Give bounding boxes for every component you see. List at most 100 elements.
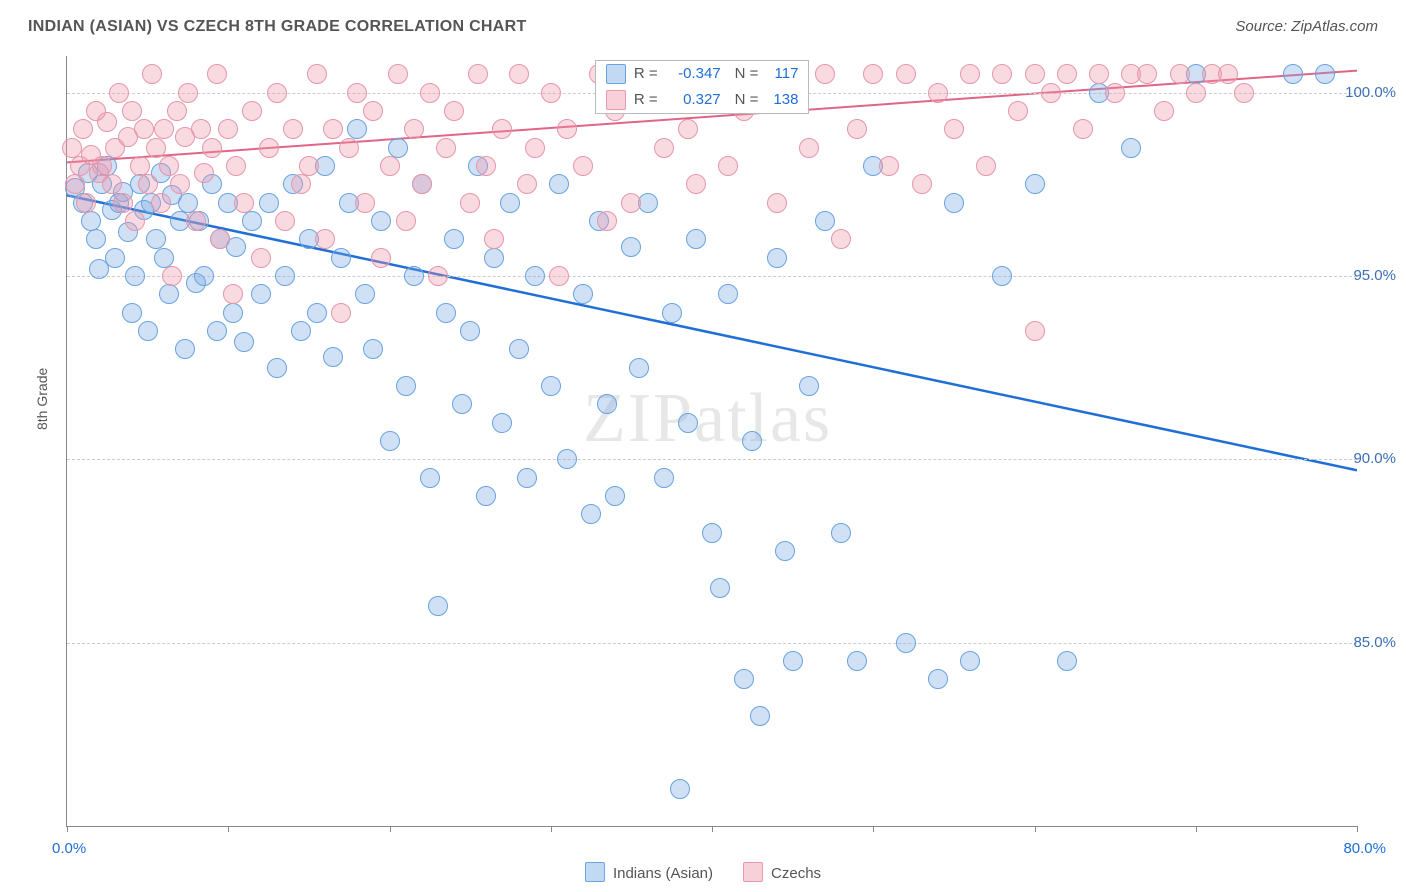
scatter-point	[355, 284, 375, 304]
scatter-point	[331, 303, 351, 323]
scatter-point	[154, 119, 174, 139]
x-tick	[67, 826, 68, 832]
legend-swatch	[743, 862, 763, 882]
scatter-point	[347, 119, 367, 139]
x-tick	[1035, 826, 1036, 832]
scatter-point	[1121, 138, 1141, 158]
scatter-point	[444, 229, 464, 249]
scatter-point	[549, 266, 569, 286]
scatter-point	[702, 523, 722, 543]
scatter-point	[734, 669, 754, 689]
scatter-point	[167, 101, 187, 121]
scatter-point	[109, 83, 129, 103]
x-tick	[712, 826, 713, 832]
legend-correlation-row: R =-0.347N =117	[596, 61, 809, 87]
scatter-point	[928, 669, 948, 689]
scatter-point	[500, 193, 520, 213]
scatter-point	[223, 284, 243, 304]
scatter-point	[194, 163, 214, 183]
n-value: 138	[766, 91, 798, 108]
scatter-point	[476, 486, 496, 506]
scatter-point	[207, 64, 227, 84]
scatter-point	[1170, 64, 1190, 84]
scatter-point	[605, 486, 625, 506]
scatter-point	[750, 706, 770, 726]
scatter-point	[331, 248, 351, 268]
scatter-point	[654, 138, 674, 158]
scatter-point	[517, 174, 537, 194]
scatter-point	[484, 248, 504, 268]
scatter-point	[122, 101, 142, 121]
scatter-point	[428, 266, 448, 286]
scatter-point	[525, 266, 545, 286]
scatter-point	[436, 138, 456, 158]
grid-line	[67, 276, 1357, 277]
scatter-point	[347, 83, 367, 103]
scatter-point	[267, 83, 287, 103]
scatter-point	[1089, 64, 1109, 84]
y-tick-label: 85.0%	[1353, 634, 1396, 651]
scatter-point	[799, 376, 819, 396]
scatter-point	[146, 229, 166, 249]
scatter-point	[1025, 174, 1045, 194]
scatter-point	[581, 504, 601, 524]
scatter-point	[541, 376, 561, 396]
scatter-point	[122, 303, 142, 323]
scatter-point	[102, 174, 122, 194]
scatter-point	[380, 431, 400, 451]
scatter-point	[62, 138, 82, 158]
x-label-max: 80.0%	[1343, 840, 1386, 857]
scatter-point	[1186, 83, 1206, 103]
scatter-point	[678, 119, 698, 139]
scatter-point	[275, 266, 295, 286]
scatter-point	[815, 64, 835, 84]
scatter-point	[113, 193, 133, 213]
chart-header: INDIAN (ASIAN) VS CZECH 8TH GRADE CORREL…	[28, 18, 1378, 48]
scatter-point	[81, 211, 101, 231]
scatter-point	[307, 64, 327, 84]
scatter-point	[928, 83, 948, 103]
grid-line	[67, 459, 1357, 460]
scatter-point	[436, 303, 456, 323]
scatter-point	[130, 156, 150, 176]
legend-correlation-row: R =0.327N =138	[596, 87, 809, 113]
scatter-point	[896, 633, 916, 653]
r-label: R =	[634, 65, 658, 82]
scatter-point	[896, 64, 916, 84]
scatter-point	[992, 266, 1012, 286]
scatter-point	[178, 193, 198, 213]
scatter-point	[944, 119, 964, 139]
scatter-point	[307, 303, 327, 323]
scatter-point	[557, 119, 577, 139]
scatter-point	[1283, 64, 1303, 84]
scatter-point	[476, 156, 496, 176]
scatter-point	[380, 156, 400, 176]
scatter-point	[175, 339, 195, 359]
legend-swatch	[606, 90, 626, 110]
legend-bottom: Indians (Asian)Czechs	[585, 862, 821, 882]
scatter-point	[718, 284, 738, 304]
scatter-point	[323, 347, 343, 367]
scatter-point	[484, 229, 504, 249]
trend-lines-layer	[67, 56, 1357, 826]
scatter-point	[420, 468, 440, 488]
trend-line	[67, 195, 1357, 470]
scatter-point	[142, 64, 162, 84]
scatter-point	[509, 64, 529, 84]
scatter-point	[686, 174, 706, 194]
x-tick	[1196, 826, 1197, 832]
scatter-point	[517, 468, 537, 488]
scatter-point	[226, 156, 246, 176]
scatter-point	[146, 138, 166, 158]
scatter-point	[815, 211, 835, 231]
scatter-point	[323, 119, 343, 139]
y-axis-label: 8th Grade	[34, 368, 50, 430]
scatter-point	[428, 596, 448, 616]
scatter-point	[960, 651, 980, 671]
x-tick	[1357, 826, 1358, 832]
y-tick-label: 100.0%	[1345, 84, 1396, 101]
scatter-point	[549, 174, 569, 194]
scatter-point	[1025, 321, 1045, 341]
scatter-point	[654, 468, 674, 488]
scatter-point	[210, 229, 230, 249]
